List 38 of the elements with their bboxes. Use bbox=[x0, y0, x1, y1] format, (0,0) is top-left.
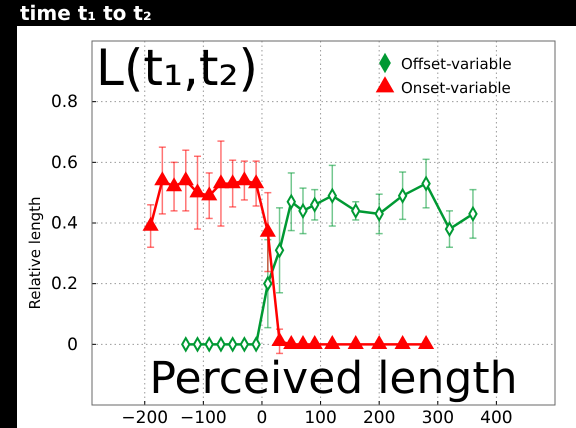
y-tick-label: 0 bbox=[67, 334, 78, 355]
point bbox=[202, 187, 217, 200]
y-tick-label: 0.2 bbox=[50, 274, 78, 294]
annotation: L(t₁,t₂) bbox=[96, 39, 258, 97]
y-tick-label: 0.4 bbox=[50, 213, 78, 234]
annotation: Perceived length bbox=[150, 353, 518, 404]
point bbox=[260, 224, 276, 237]
x-tick-label: 0 bbox=[256, 408, 268, 428]
point bbox=[372, 336, 387, 350]
x-tick-label: −100 bbox=[180, 408, 227, 428]
point bbox=[225, 175, 240, 188]
point bbox=[307, 336, 322, 350]
point bbox=[154, 172, 170, 186]
x-tick-label: 100 bbox=[304, 408, 337, 428]
point bbox=[296, 336, 310, 350]
point bbox=[418, 336, 434, 350]
x-tick-label: −200 bbox=[121, 408, 168, 428]
point bbox=[248, 175, 264, 188]
point bbox=[272, 332, 287, 346]
y-tick-label: 0.6 bbox=[50, 152, 78, 173]
legend-label: Onset-variable bbox=[401, 79, 511, 97]
point bbox=[190, 184, 205, 198]
point bbox=[178, 172, 194, 186]
point bbox=[237, 172, 252, 186]
point bbox=[395, 336, 410, 350]
point bbox=[348, 336, 364, 350]
chart-title: time t₁ to t₂ bbox=[20, 1, 152, 25]
legend-label: Offset-variable bbox=[401, 55, 512, 73]
x-tick-label: 300 bbox=[422, 408, 454, 428]
point bbox=[214, 175, 228, 188]
x-tick-label: 200 bbox=[362, 408, 396, 428]
point bbox=[284, 336, 299, 350]
point bbox=[324, 336, 340, 350]
y-tick-label: 0.8 bbox=[50, 92, 78, 112]
x-tick-label: 400 bbox=[480, 408, 513, 428]
y-axis-title: Relative length bbox=[26, 196, 44, 310]
point bbox=[166, 178, 182, 192]
point bbox=[143, 218, 158, 231]
